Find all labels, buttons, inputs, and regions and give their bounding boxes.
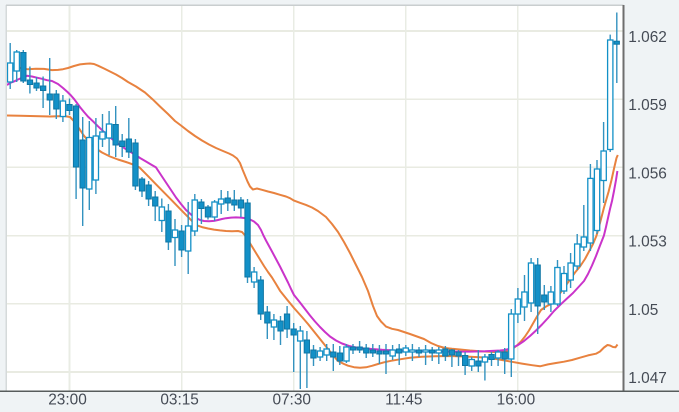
svg-text:03:15: 03:15	[160, 391, 199, 408]
svg-text:07:30: 07:30	[272, 391, 311, 408]
svg-text:1.05: 1.05	[628, 302, 658, 319]
svg-text:1.062: 1.062	[628, 29, 667, 46]
svg-text:11:45: 11:45	[385, 391, 422, 408]
svg-text:23:00: 23:00	[48, 391, 87, 408]
svg-text:1.047: 1.047	[628, 370, 667, 387]
svg-text:1.056: 1.056	[628, 165, 667, 182]
svg-text:1.059: 1.059	[628, 97, 667, 114]
svg-text:16:00: 16:00	[497, 391, 536, 408]
svg-text:1.053: 1.053	[628, 234, 667, 251]
